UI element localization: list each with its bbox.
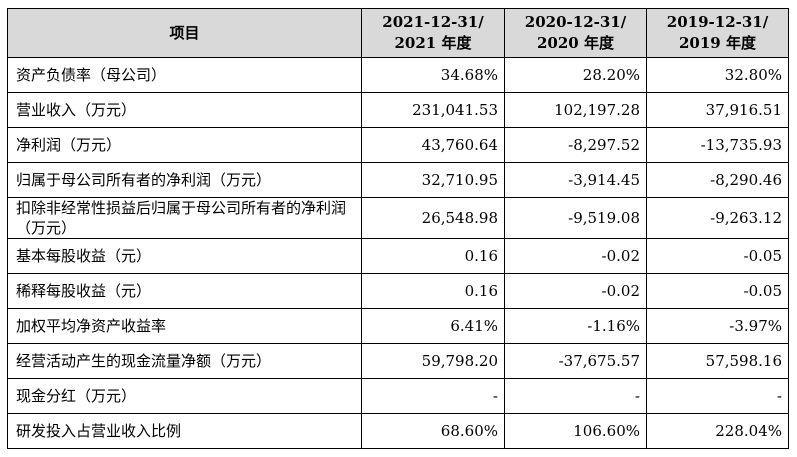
value-2020: -8,297.52 (504, 127, 647, 163)
value-2021: 34.68% (361, 57, 505, 93)
value-2020: -1.16% (504, 308, 647, 344)
value-2021: 26,548.98 (361, 197, 505, 239)
row-label: 稀释每股收益（元） (7, 273, 362, 309)
value-2020: -9,519.08 (504, 197, 647, 239)
value-2020: -0.02 (504, 238, 647, 274)
header-2020-date: 2020-12-31/ (524, 13, 627, 31)
value-2019: - (646, 378, 789, 414)
value-2019: 37,916.51 (646, 92, 789, 128)
header-item-label: 项目 (169, 23, 200, 42)
table-row: 基本每股收益（元） 0.16 -0.02 -0.05 (7, 238, 789, 274)
value-2021: 43,760.64 (361, 127, 505, 163)
value-2019: -9,263.12 (646, 197, 789, 239)
value-2019: -0.05 (646, 238, 789, 274)
value-2021: - (361, 378, 505, 414)
table-row: 研发投入占营业收入比例 68.60% 106.60% 228.04% (7, 413, 789, 449)
table-row: 经营活动产生的现金流量净额（万元） 59,798.20 -37,675.57 5… (7, 343, 789, 379)
value-2020: -37,675.57 (504, 343, 647, 379)
value-2019: 57,598.16 (646, 343, 789, 379)
value-2021: 59,798.20 (361, 343, 505, 379)
value-2020: 102,197.28 (504, 92, 647, 128)
value-2021: 0.16 (361, 238, 505, 274)
value-2019: -8,290.46 (646, 162, 789, 198)
table-body: 资产负债率（母公司） 34.68% 28.20% 32.80% 营业收入（万元）… (7, 57, 789, 449)
header-row: 项目 2021-12-31/ 2021 年度 2020-12-31/ 2020 … (7, 8, 789, 58)
header-2020: 2020-12-31/ 2020 年度 (504, 8, 647, 58)
header-2020-year: 2020 年度 (537, 34, 614, 52)
table-row: 归属于母公司所有者的净利润（万元） 32,710.95 -3,914.45 -8… (7, 162, 789, 198)
row-label: 扣除非经常性损益后归属于母公司所有者的净利润（万元） (7, 197, 362, 239)
header-2019-date: 2019-12-31/ (666, 13, 769, 31)
value-2019: -3.97% (646, 308, 789, 344)
table-row: 营业收入（万元） 231,041.53 102,197.28 37,916.51 (7, 92, 789, 128)
row-label: 归属于母公司所有者的净利润（万元） (7, 162, 362, 198)
header-2021: 2021-12-31/ 2021 年度 (361, 8, 505, 58)
header-2021-year: 2021 年度 (394, 34, 472, 52)
value-2019: -13,735.93 (646, 127, 789, 163)
table-header: 项目 2021-12-31/ 2021 年度 2020-12-31/ 2020 … (7, 8, 789, 58)
table-row: 净利润（万元） 43,760.64 -8,297.52 -13,735.93 (7, 127, 789, 163)
value-2021: 0.16 (361, 273, 505, 309)
value-2019: 32.80% (646, 57, 789, 93)
financial-indicators-table: 项目 2021-12-31/ 2021 年度 2020-12-31/ 2020 … (7, 8, 789, 449)
table-row: 资产负债率（母公司） 34.68% 28.20% 32.80% (7, 57, 789, 93)
table-row: 稀释每股收益（元） 0.16 -0.02 -0.05 (7, 273, 789, 309)
header-2019: 2019-12-31/ 2019 年度 (646, 8, 789, 58)
value-2019: -0.05 (646, 273, 789, 309)
value-2021: 6.41% (361, 308, 505, 344)
row-label: 经营活动产生的现金流量净额（万元） (7, 343, 362, 379)
value-2021: 68.60% (361, 413, 505, 449)
row-label: 加权平均净资产收益率 (7, 308, 362, 344)
value-2019: 228.04% (646, 413, 789, 449)
header-2021-date: 2021-12-31/ (382, 13, 484, 31)
value-2021: 231,041.53 (361, 92, 505, 128)
row-label: 资产负债率（母公司） (7, 57, 362, 93)
table-row: 现金分红（万元） - - - (7, 378, 789, 414)
value-2020: 28.20% (504, 57, 647, 93)
header-item: 项目 (7, 8, 362, 58)
value-2021: 32,710.95 (361, 162, 505, 198)
row-label: 基本每股收益（元） (7, 238, 362, 274)
header-2019-year: 2019 年度 (679, 34, 756, 52)
value-2020: -3,914.45 (504, 162, 647, 198)
row-label: 研发投入占营业收入比例 (7, 413, 362, 449)
row-label: 营业收入（万元） (7, 92, 362, 128)
row-label: 现金分红（万元） (7, 378, 362, 414)
value-2020: -0.02 (504, 273, 647, 309)
table-row: 扣除非经常性损益后归属于母公司所有者的净利润（万元） 26,548.98 -9,… (7, 197, 789, 239)
value-2020: - (504, 378, 647, 414)
table-row: 加权平均净资产收益率 6.41% -1.16% -3.97% (7, 308, 789, 344)
row-label: 净利润（万元） (7, 127, 362, 163)
value-2020: 106.60% (504, 413, 647, 449)
